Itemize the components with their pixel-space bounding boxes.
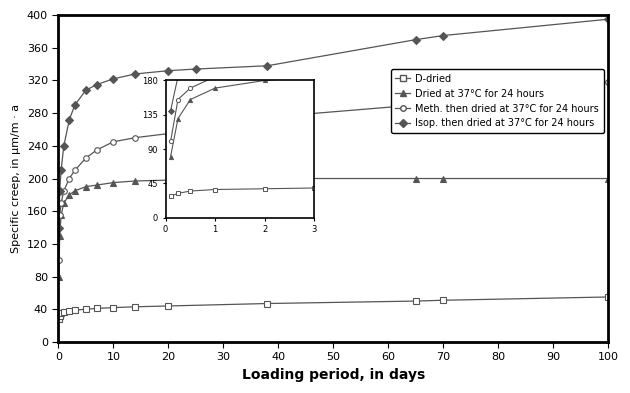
- X-axis label: Loading period, in days: Loading period, in days: [242, 368, 425, 382]
- Legend: D-dried, Dried at 37°C for 24 hours, Meth. then dried at 37°C for 24 hours, Isop: D-dried, Dried at 37°C for 24 hours, Met…: [391, 69, 604, 133]
- Y-axis label: Specific creep, in μm/m · a: Specific creep, in μm/m · a: [11, 104, 21, 253]
